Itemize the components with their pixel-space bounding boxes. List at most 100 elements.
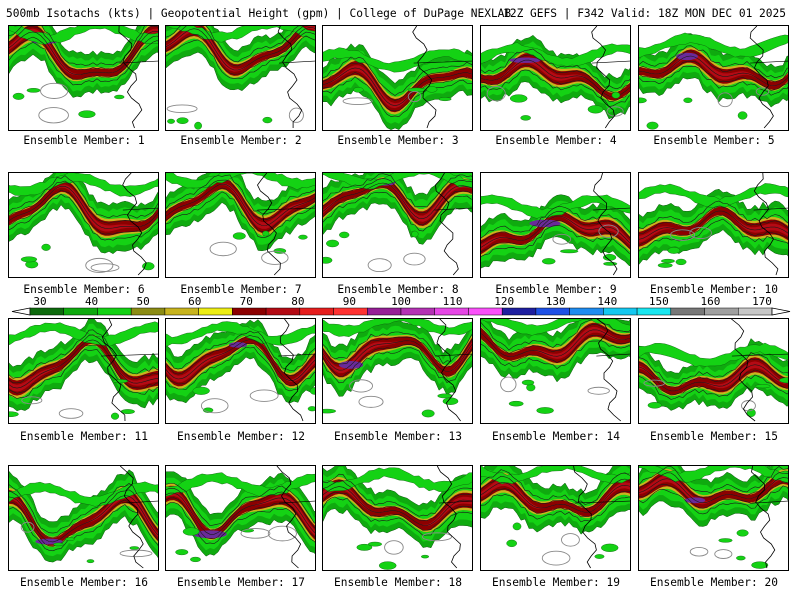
height-contour [639,210,788,240]
isotach-band [20,256,38,263]
colorbar-segment [232,307,267,316]
political-border [119,60,158,64]
height-contour [166,26,315,71]
height-contour [689,546,709,557]
height-contour [323,491,472,531]
height-contour [40,82,69,99]
isotach-band [481,322,630,364]
colorbar-segment [670,307,705,316]
height-contour [639,214,788,246]
height-contour [323,486,472,526]
height-contour [561,533,580,547]
coastline [122,173,147,276]
height-contour [358,395,384,408]
height-contour [639,374,788,400]
height-contour [166,104,198,114]
height-contour [166,31,315,75]
isotach-band [9,481,158,507]
isotach-map [639,173,788,276]
height-contour [9,495,158,543]
isotach-band [437,393,453,399]
height-contour [639,485,788,515]
colorbar-segment [164,307,199,316]
ensemble-member-caption: Ensemble Member: 1 [23,134,145,147]
isotach-band [481,41,630,67]
colorbar-tick-label: 90 [343,296,356,308]
height-contour [261,250,289,265]
height-contour [166,191,315,238]
height-contour [384,540,404,555]
height-contour [240,528,271,539]
height-contour [38,107,69,124]
isotach-band [639,183,788,209]
isotach-band [407,87,426,93]
isotach-map [9,319,158,422]
height-contour [9,185,158,229]
colorbar-segment [198,307,233,316]
colorbar-tick-label: 50 [137,296,150,308]
height-contour [166,187,315,232]
isotach-band [411,230,419,238]
coastline [753,173,779,276]
isotach-band [378,561,397,570]
ensemble-member-map [322,172,473,278]
ensemble-member-map [638,25,789,131]
isotach-band [667,247,681,254]
coastline [436,319,461,422]
colorbar-tick-label: 130 [546,296,566,308]
height-contour [166,183,315,226]
height-contour [166,26,299,63]
height-contour [9,339,158,389]
height-contour [689,226,712,240]
political-border [591,60,630,64]
height-contour [9,26,158,71]
ensemble-member-caption: Ensemble Member: 17 [177,576,305,589]
coastline [257,173,281,276]
colorbar-segment [636,307,672,316]
height-contour [639,65,788,96]
political-border [752,500,788,504]
height-contour [9,40,158,86]
ensemble-member-caption: Ensemble Member: 18 [334,576,462,589]
colorbar-tick-label: 120 [494,296,514,308]
isotach-band [603,254,617,261]
colorbar-tick-label: 160 [700,296,720,308]
height-contour [9,35,158,80]
ensemble-member-map [480,465,631,571]
political-border [257,207,315,211]
colorbar-segment [569,307,604,316]
isotach-band [112,379,128,384]
colorbar-arrow-left [11,307,31,316]
isotach-band [323,325,472,391]
height-contour [85,257,114,273]
ensemble-member-map [165,318,316,424]
colorbar-tick-label: 70 [240,296,253,308]
height-contour [349,379,373,393]
isotach-band [509,94,528,103]
height-contour [166,492,315,535]
height-contour [9,26,145,66]
ensemble-member-map [165,465,316,571]
isotach-band [323,178,472,226]
isotach-band [129,546,140,550]
colorbar-tick-label: 40 [85,296,98,308]
height-contour [481,488,630,518]
ensemble-member-caption: Ensemble Member: 19 [492,576,620,589]
height-contour [249,389,279,402]
colorbar-segment [400,307,435,316]
isotach-band [481,479,630,513]
isotach-band [166,472,315,498]
political-border [413,60,472,64]
height-contour [481,48,630,90]
political-border [278,500,315,504]
isotach-band [512,522,522,531]
political-border [574,500,630,504]
colorbar-tick-label: 150 [649,296,669,308]
political-border [596,353,630,357]
height-contour [481,329,630,357]
height-contour [166,346,315,392]
height-contour [166,488,315,531]
isotach-band [64,537,75,541]
political-border [750,60,788,64]
political-border [435,353,472,357]
